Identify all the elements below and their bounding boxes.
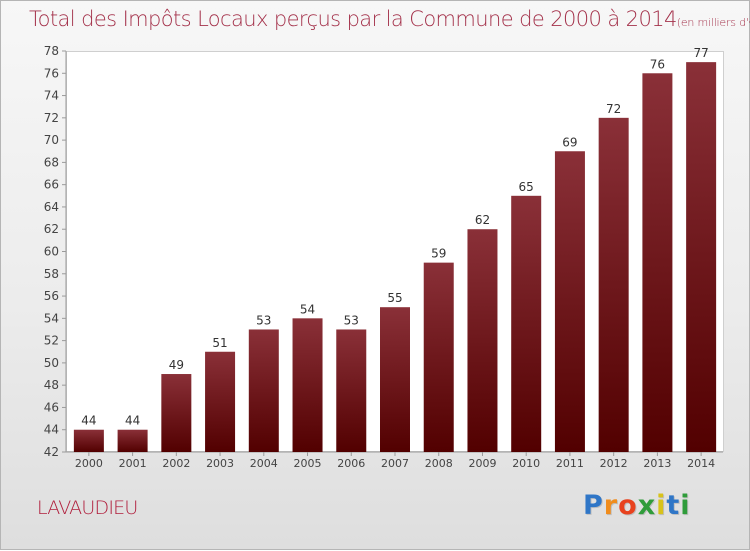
x-tick-label-2012: 2012 xyxy=(600,457,628,470)
bar-2013 xyxy=(642,73,673,453)
x-tick-label-2003: 2003 xyxy=(206,457,234,470)
y-tick-label: 72 xyxy=(44,111,59,125)
y-tick-label: 60 xyxy=(44,245,59,259)
value-label-2012: 72 xyxy=(606,102,621,116)
bar-2006 xyxy=(336,329,367,452)
value-label-2014: 77 xyxy=(693,46,708,60)
logo-letter: o xyxy=(618,490,638,521)
value-label-2005: 54 xyxy=(300,302,315,316)
y-tick-label: 64 xyxy=(44,200,59,214)
bar-2000 xyxy=(73,429,104,452)
y-tick-label: 48 xyxy=(44,378,59,392)
value-label-2004: 53 xyxy=(256,313,271,327)
bar-2001 xyxy=(117,429,148,452)
y-tick-label: 76 xyxy=(44,66,59,80)
proxiti-logo: Proxiti xyxy=(583,490,691,521)
x-tick-label-2009: 2009 xyxy=(468,457,496,470)
logo-letter: t xyxy=(666,490,681,521)
bar-2003 xyxy=(205,351,236,452)
x-tick-label-2011: 2011 xyxy=(556,457,584,470)
y-tick-label: 50 xyxy=(44,356,59,370)
bar-2009 xyxy=(467,229,498,452)
y-tick-label: 70 xyxy=(44,133,59,147)
bar-2005 xyxy=(292,318,323,452)
bar-2011 xyxy=(554,151,585,452)
y-tick-label: 58 xyxy=(44,267,59,281)
value-label-2009: 62 xyxy=(475,213,490,227)
commune-name: LAVAUDIEU xyxy=(37,497,138,519)
y-tick-label: 46 xyxy=(44,400,59,414)
y-tick-label: 68 xyxy=(44,155,59,169)
y-tick-label: 56 xyxy=(44,289,59,303)
logo-letter: r xyxy=(603,490,619,521)
bar-2014 xyxy=(686,62,717,453)
y-tick-label: 52 xyxy=(44,334,59,348)
bar-2002 xyxy=(161,374,192,452)
y-tick-label: 62 xyxy=(44,222,59,236)
x-tick-label-2002: 2002 xyxy=(162,457,190,470)
bar-2008 xyxy=(423,262,454,452)
y-tick-label: 78 xyxy=(44,44,59,58)
bar-2012 xyxy=(598,117,629,452)
logo-letter: i xyxy=(680,490,691,521)
x-tick-label-2005: 2005 xyxy=(294,457,322,470)
value-label-2006: 53 xyxy=(344,313,359,327)
logo-letter: P xyxy=(583,490,604,521)
x-axis: 2000 2001 2002 2003 2004 2005 2006 2007 2008 2009… xyxy=(66,451,723,470)
value-label-2010: 65 xyxy=(519,180,534,194)
x-tick-label-2013: 2013 xyxy=(643,457,671,470)
chart-title-unit: (en milliers d'€) xyxy=(676,16,750,29)
x-tick-label-2006: 2006 xyxy=(337,457,365,470)
logo-letter: i xyxy=(656,490,667,521)
value-label-2001: 44 xyxy=(125,414,140,428)
chart-title-main: Total des Impôts Locaux perçus par la Co… xyxy=(29,7,677,31)
bar-2004 xyxy=(248,329,279,452)
x-tick-label-2004: 2004 xyxy=(250,457,278,470)
value-label-2000: 44 xyxy=(81,414,96,428)
x-tick-label-2014: 2014 xyxy=(687,457,715,470)
x-tick-label-2008: 2008 xyxy=(425,457,453,470)
value-label-2002: 49 xyxy=(169,358,184,372)
logo-letter: x xyxy=(637,490,657,521)
value-label-2011: 69 xyxy=(562,135,577,149)
y-axis: 42 44 46 48 50 52 54 56 58 60 62 64 66 68 70 72 74 76 78 xyxy=(44,44,67,459)
chart-title: Total des Impôts Locaux perçus par la Co… xyxy=(29,7,750,31)
bar-2010 xyxy=(511,195,542,453)
y-tick-label: 44 xyxy=(44,423,59,437)
value-label-2007: 55 xyxy=(387,291,402,305)
x-tick-label-2000: 2000 xyxy=(75,457,103,470)
y-tick-label: 42 xyxy=(44,445,59,459)
bars: 44 44 49 51 53 54 53 55 59 62 65 69 72 76 77 xyxy=(73,46,717,453)
x-tick-label-2010: 2010 xyxy=(512,457,540,470)
y-tick-label: 74 xyxy=(44,89,59,103)
y-tick-label: 54 xyxy=(44,311,59,325)
bar-2007 xyxy=(380,307,410,452)
x-tick-label-2001: 2001 xyxy=(119,457,147,470)
value-label-2003: 51 xyxy=(212,336,227,350)
value-label-2008: 59 xyxy=(431,247,446,261)
y-tick-label: 66 xyxy=(44,178,59,192)
x-tick-label-2007: 2007 xyxy=(381,457,409,470)
value-label-2013: 76 xyxy=(650,57,665,71)
